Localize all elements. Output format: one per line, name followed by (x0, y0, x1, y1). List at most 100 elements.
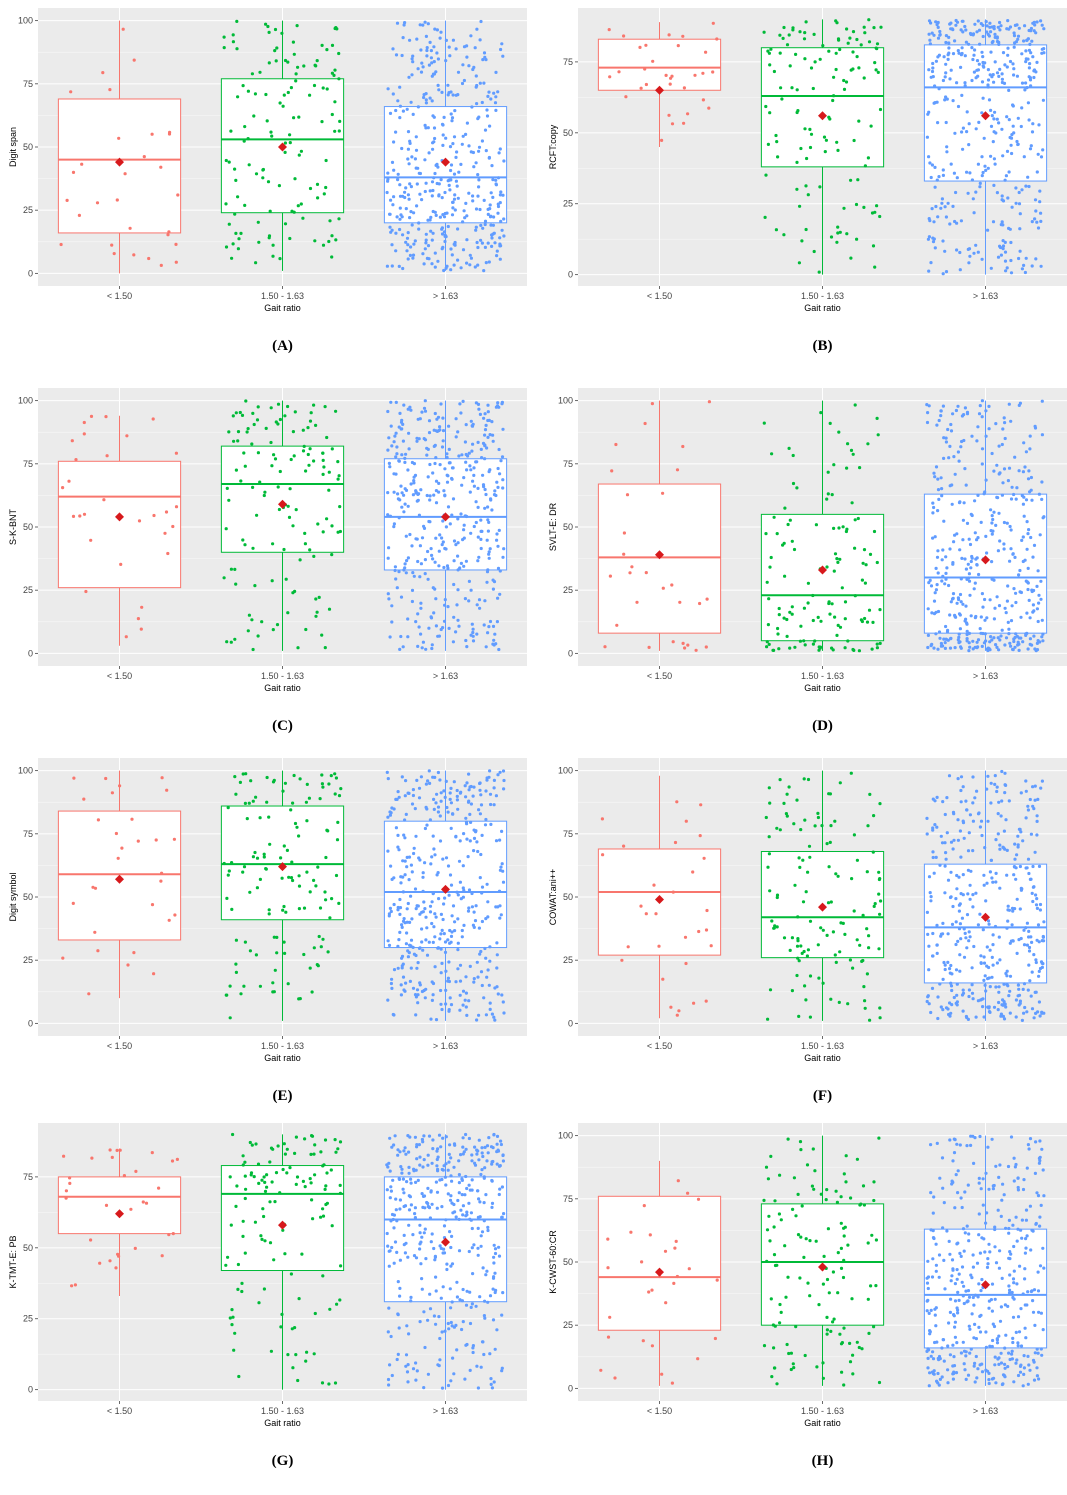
jitter-point (400, 923, 403, 926)
jitter-point (485, 108, 488, 111)
jitter-point (250, 1173, 253, 1176)
jitter-point (496, 212, 499, 215)
jitter-point (683, 86, 686, 89)
jitter-point (774, 134, 777, 137)
jitter-point (453, 1326, 456, 1329)
jitter-point (936, 796, 939, 799)
jitter-point (404, 1365, 407, 1368)
jitter-point (1007, 1284, 1010, 1287)
jitter-point (946, 1381, 949, 1384)
jitter-point (257, 221, 260, 224)
jitter-point (495, 182, 498, 185)
jitter-point (1009, 525, 1012, 528)
jitter-point (472, 151, 475, 154)
jitter-point (246, 430, 249, 433)
jitter-point (1014, 1163, 1017, 1166)
jitter-point (1040, 1354, 1043, 1357)
jitter-point (338, 1298, 341, 1301)
jitter-point (1025, 1219, 1028, 1222)
jitter-point (126, 963, 129, 966)
jitter-point (877, 947, 880, 950)
jitter-point (876, 643, 879, 646)
jitter-point (948, 23, 951, 26)
jitter-point (1032, 76, 1035, 79)
jitter-point (403, 191, 406, 194)
x-tick-label: > 1.63 (433, 671, 458, 681)
jitter-point (293, 53, 296, 56)
jitter-point (453, 243, 456, 246)
jitter-point (1019, 250, 1022, 253)
jitter-point (998, 471, 1001, 474)
jitter-point (1030, 27, 1033, 30)
jitter-point (967, 143, 970, 146)
jitter-point (176, 193, 179, 196)
jitter-point (304, 1185, 307, 1188)
jitter-point (928, 19, 931, 22)
jitter-point (321, 44, 324, 47)
jitter-point (414, 887, 417, 890)
jitter-point (407, 902, 410, 905)
jitter-point (479, 876, 482, 879)
jitter-point (959, 268, 962, 271)
jitter-point (451, 116, 454, 119)
jitter-point (324, 646, 327, 649)
jitter-point (318, 596, 321, 599)
jitter-point (433, 126, 436, 129)
jitter-point (981, 592, 984, 595)
jitter-point (416, 1369, 419, 1372)
jitter-point (865, 563, 868, 566)
jitter-point (1011, 1291, 1014, 1294)
jitter-point (860, 43, 863, 46)
jitter-point (477, 408, 480, 411)
jitter-point (1013, 1157, 1016, 1160)
jitter-point (419, 602, 422, 605)
jitter-point (414, 807, 417, 810)
x-tick-label: < 1.50 (107, 671, 132, 681)
jitter-point (390, 982, 393, 985)
jitter-point (298, 874, 301, 877)
jitter-point (491, 178, 494, 181)
jitter-point (497, 1150, 500, 1153)
jitter-point (321, 786, 324, 789)
jitter-point (257, 241, 260, 244)
jitter-point (990, 560, 993, 563)
jitter-point (494, 1247, 497, 1250)
jitter-point (935, 1243, 938, 1246)
jitter-point (1022, 1188, 1025, 1191)
jitter-point (985, 20, 988, 23)
jitter-point (936, 1372, 939, 1375)
jitter-point (479, 950, 482, 953)
jitter-point (447, 1322, 450, 1325)
jitter-point (931, 987, 934, 990)
jitter-point (327, 782, 330, 785)
jitter-point (501, 1185, 504, 1188)
jitter-point (963, 1250, 966, 1253)
jitter-point (168, 919, 171, 922)
jitter-point (426, 1187, 429, 1190)
jitter-point (947, 58, 950, 61)
jitter-point (431, 99, 434, 102)
jitter-point (665, 74, 668, 77)
jitter-point (296, 24, 299, 27)
jitter-point (459, 994, 462, 997)
jitter-point (972, 1253, 975, 1256)
jitter-point (1040, 480, 1043, 483)
jitter-point (1035, 903, 1038, 906)
jitter-point (428, 419, 431, 422)
jitter-point (496, 1163, 499, 1166)
jitter-point (441, 226, 444, 229)
jitter-point (961, 46, 964, 49)
jitter-point (390, 604, 393, 607)
jitter-point (699, 803, 702, 806)
jitter-point (997, 121, 1000, 124)
jitter-point (983, 598, 986, 601)
jitter-point (83, 421, 86, 424)
jitter-point (415, 1169, 418, 1172)
jitter-point (1014, 24, 1017, 27)
jitter-point (425, 101, 428, 104)
jitter-point (1012, 587, 1015, 590)
jitter-point (257, 634, 260, 637)
jitter-point (977, 251, 980, 254)
